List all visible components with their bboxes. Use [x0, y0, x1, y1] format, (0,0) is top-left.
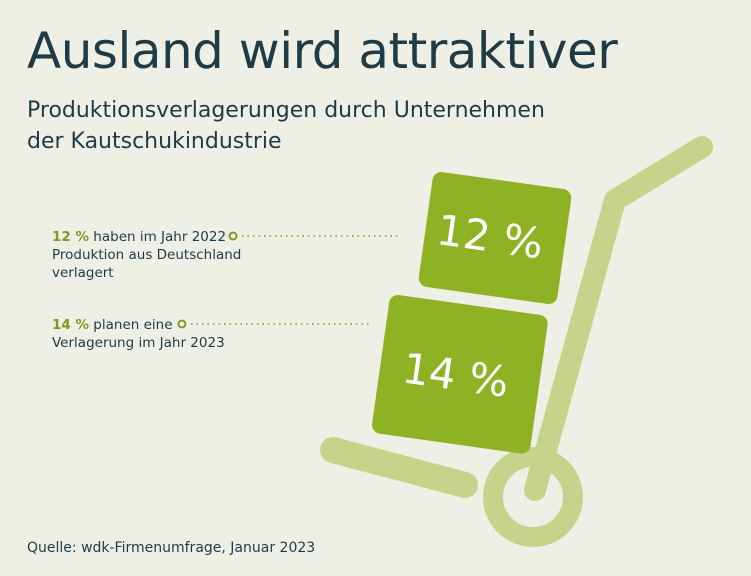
box-2023: 14 % — [372, 294, 548, 454]
subtitle-line-1: Produktionsverlagerungen durch Unternehm… — [27, 98, 545, 123]
chart-subtitle: Produktionsverlagerungen durch Unternehm… — [27, 95, 647, 157]
annotation-2022-line-3: verlagert — [52, 265, 114, 281]
leader-line-2 — [177, 319, 370, 329]
annotation-2023-pct: 14 % — [52, 317, 90, 333]
annotation-2023-line-2: Verlagerung im Jahr 2023 — [52, 335, 225, 351]
subtitle-line-2: der Kautschukindustrie — [27, 129, 282, 154]
annotation-2023: 14 % planen eine Verlagerung im Jahr 202… — [52, 316, 225, 352]
annotation-2022-line-2: Produktion aus Deutschland — [52, 247, 242, 263]
annotation-2022-pct: 12 % — [52, 229, 90, 245]
annotation-2023-text: planen eine — [89, 317, 173, 333]
box-2023-shape — [372, 294, 548, 454]
wheel-icon — [483, 447, 583, 547]
annotation-2022-text: haben im Jahr 2022 — [89, 229, 227, 245]
leader-line-1 — [228, 231, 398, 241]
source-note: Quelle: wdk-Firmenumfrage, Januar 2023 — [27, 540, 316, 556]
box-2022: 12 % — [418, 171, 572, 305]
annotation-2022: 12 % haben im Jahr 2022 Produktion aus D… — [52, 228, 241, 282]
hand-truck-frame — [320, 136, 713, 501]
annotation-2023-line-1: 14 % planen eine — [52, 316, 225, 334]
chart-title: Ausland wird attraktiver — [27, 22, 618, 80]
box-2022-shape — [418, 171, 572, 305]
annotation-2022-line-1: 12 % haben im Jahr 2022 — [52, 228, 241, 246]
